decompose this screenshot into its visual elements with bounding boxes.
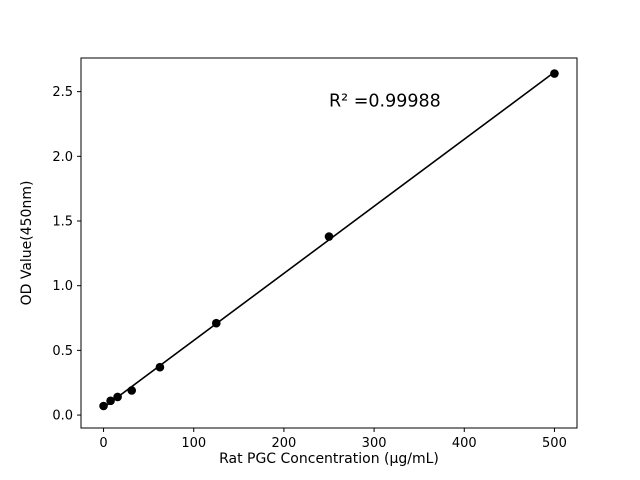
- y-tick-label: 2.0: [52, 150, 73, 165]
- x-tick-label: 0: [99, 436, 107, 451]
- x-axis-ticks: 0 100 200 300 400 500: [99, 428, 567, 451]
- data-point: [106, 396, 115, 406]
- y-tick-label: 1.5: [52, 215, 73, 230]
- y-tick-label: 0.0: [52, 409, 73, 424]
- data-point: [127, 386, 137, 395]
- data-point: [113, 392, 122, 402]
- plot-area-spines: [80, 57, 578, 429]
- y-axis-label: OD Value(450nm): [19, 181, 35, 306]
- x-tick-label: 300: [362, 436, 387, 451]
- r-squared-annotation: R² =0.99988: [329, 92, 441, 112]
- y-tick-label: 2.5: [52, 85, 73, 100]
- data-point: [99, 401, 108, 411]
- x-tick-label: 200: [271, 436, 296, 451]
- y-axis-ticks: 0.0 0.5 1.0 1.5 2.0 2.5: [52, 85, 81, 424]
- x-tick-label: 100: [181, 436, 206, 451]
- data-points: [99, 69, 559, 411]
- data-point: [211, 318, 221, 328]
- x-axis-label: Rat PGC Concentration (μg/mL): [219, 451, 439, 467]
- data-point: [324, 232, 334, 241]
- y-tick-label: 1.0: [52, 279, 73, 294]
- y-tick-label: 0.5: [52, 344, 73, 359]
- data-point: [155, 362, 165, 372]
- data-point: [550, 69, 559, 78]
- x-tick-label: 500: [542, 436, 567, 451]
- x-tick-label: 400: [452, 436, 477, 451]
